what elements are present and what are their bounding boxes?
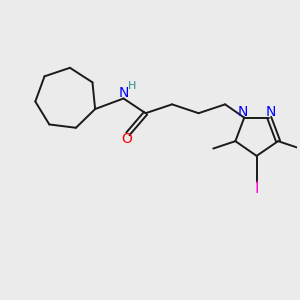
Text: I: I xyxy=(254,181,259,196)
Text: H: H xyxy=(128,81,136,91)
Text: N: N xyxy=(118,86,129,100)
Text: O: O xyxy=(121,132,132,146)
Text: N: N xyxy=(266,105,276,119)
Text: N: N xyxy=(238,105,248,119)
